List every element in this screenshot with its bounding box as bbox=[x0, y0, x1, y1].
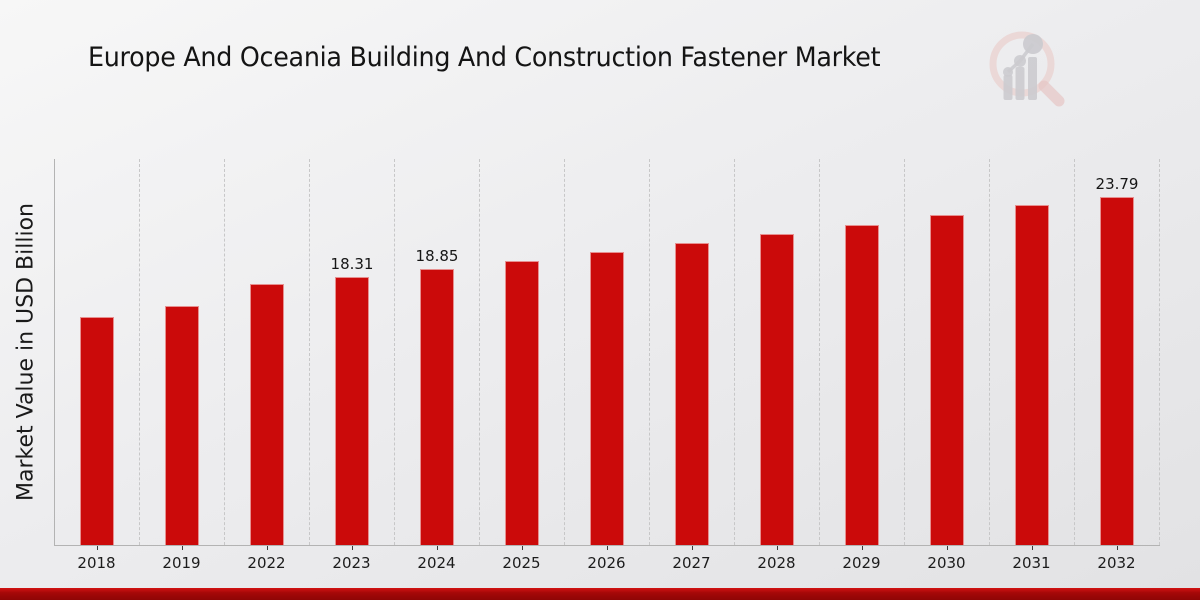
x-label-2018: 2018 bbox=[77, 554, 116, 572]
x-label-2029: 2029 bbox=[842, 554, 881, 572]
bar-value-label-2032: 23.79 bbox=[1095, 175, 1139, 193]
category-slot-2027 bbox=[650, 159, 735, 545]
category-slot-2029 bbox=[820, 159, 905, 545]
bar-2025 bbox=[505, 261, 539, 545]
category-slot-2028 bbox=[735, 159, 820, 545]
category-slot-2019 bbox=[140, 159, 225, 545]
chart-title: Europe And Oceania Building And Construc… bbox=[88, 42, 881, 73]
x-tick-2031 bbox=[1031, 546, 1033, 550]
bar-2019 bbox=[165, 306, 199, 545]
category-slot-2018 bbox=[55, 159, 140, 545]
x-tick-2029 bbox=[861, 546, 863, 550]
bar-2028 bbox=[760, 234, 794, 545]
x-label-2023: 2023 bbox=[332, 554, 371, 572]
x-tick-2023 bbox=[351, 546, 353, 550]
bar-2032 bbox=[1100, 197, 1134, 545]
x-label-2025: 2025 bbox=[502, 554, 541, 572]
bar-2022 bbox=[250, 284, 284, 545]
x-label-2026: 2026 bbox=[587, 554, 626, 572]
magnifier-icon bbox=[989, 31, 1065, 107]
bottom-accent-band bbox=[0, 588, 1200, 600]
category-slot-2024: 18.85 bbox=[395, 159, 480, 545]
bar-value-label-2024: 18.85 bbox=[415, 247, 459, 265]
x-label-2031: 2031 bbox=[1012, 554, 1051, 572]
x-tick-2019 bbox=[181, 546, 183, 550]
bar-2023 bbox=[335, 277, 369, 545]
x-tick-2024 bbox=[436, 546, 438, 550]
bar-2027 bbox=[675, 243, 709, 545]
x-tick-2032 bbox=[1116, 546, 1118, 550]
bar-2029 bbox=[845, 225, 879, 545]
bar-2030 bbox=[930, 215, 964, 545]
x-label-2019: 2019 bbox=[162, 554, 201, 572]
x-tick-2022 bbox=[266, 546, 268, 550]
x-tick-2030 bbox=[946, 546, 948, 550]
category-slot-2022 bbox=[225, 159, 310, 545]
category-slot-2026 bbox=[565, 159, 650, 545]
x-label-2030: 2030 bbox=[927, 554, 966, 572]
bar-2026 bbox=[590, 252, 624, 545]
x-label-2022: 2022 bbox=[247, 554, 286, 572]
market-research-magnifier-logo bbox=[989, 31, 1065, 107]
x-label-2024: 2024 bbox=[417, 554, 456, 572]
category-slot-2032: 23.79 bbox=[1075, 159, 1160, 545]
x-axis-labels: 2018 2019 2022 2023 2024 2025 2026 2027 2028 2029… bbox=[54, 554, 1159, 576]
bar-2031 bbox=[1015, 205, 1049, 545]
category-slot-2030 bbox=[905, 159, 990, 545]
x-label-2032: 2032 bbox=[1097, 554, 1136, 572]
x-label-2027: 2027 bbox=[672, 554, 711, 572]
bar-2018 bbox=[80, 317, 114, 545]
category-slot-2031 bbox=[990, 159, 1075, 545]
x-tick-2018 bbox=[96, 546, 98, 550]
category-slot-2025 bbox=[480, 159, 565, 545]
x-tick-2028 bbox=[776, 546, 778, 550]
x-tick-2026 bbox=[606, 546, 608, 550]
bar-2024 bbox=[420, 269, 454, 545]
category-slot-2023: 18.31 bbox=[310, 159, 395, 545]
bar-value-label-2023: 18.31 bbox=[330, 255, 374, 273]
plot-area: 18.31 18.85 23.79 bbox=[54, 159, 1160, 546]
y-axis-title: Market Value in USD Billion bbox=[13, 202, 39, 502]
x-label-2028: 2028 bbox=[757, 554, 796, 572]
x-tick-2027 bbox=[691, 546, 693, 550]
x-tick-2025 bbox=[521, 546, 523, 550]
x-axis-ticks bbox=[54, 546, 1159, 551]
